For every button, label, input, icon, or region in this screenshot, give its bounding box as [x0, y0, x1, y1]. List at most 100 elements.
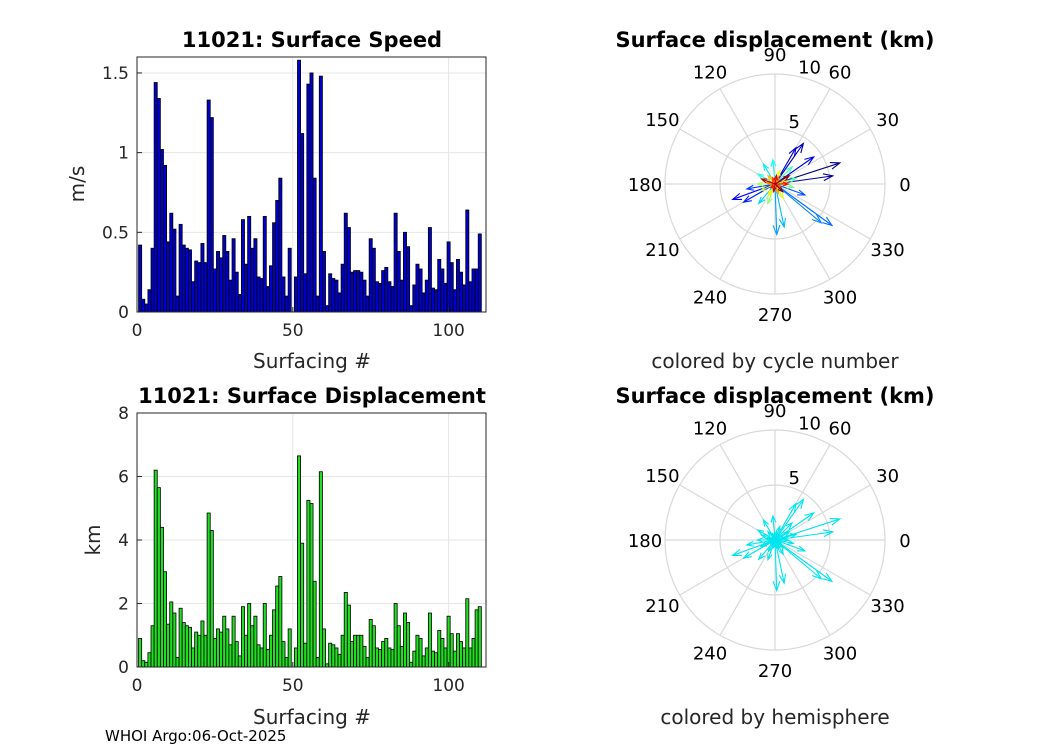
- bar: [449, 262, 454, 313]
- bar: [346, 227, 351, 313]
- bar: [322, 251, 326, 313]
- displacement-vector: [774, 511, 816, 541]
- displacement-vector: [767, 539, 776, 562]
- bar: [318, 471, 323, 668]
- bar: [362, 279, 367, 313]
- bar: [353, 270, 358, 313]
- bar: [340, 263, 345, 313]
- displacement-chart-title: 11021: Surface Displacement: [138, 384, 486, 408]
- bar: [440, 638, 445, 668]
- polar-radius-label: 10: [798, 58, 821, 79]
- bar: [240, 606, 245, 668]
- bar: [455, 633, 460, 668]
- bar: [434, 652, 439, 668]
- polar-angle-label: 120: [693, 418, 727, 439]
- vector-shaft: [761, 178, 776, 185]
- bar: [462, 647, 467, 668]
- bar: [337, 292, 342, 313]
- displacement-vector: [774, 155, 816, 185]
- bar: [166, 241, 171, 313]
- displacement-vector: [774, 183, 834, 227]
- vector-head: [804, 511, 816, 522]
- bar: [287, 247, 292, 313]
- vector-shaft: [774, 183, 784, 193]
- polar-radius-label: 5: [789, 468, 800, 489]
- bar: [309, 72, 314, 313]
- displacement-vector: [774, 539, 834, 583]
- bar: [459, 271, 464, 313]
- bar: [265, 286, 270, 313]
- vector-head: [767, 545, 774, 553]
- bar: [240, 219, 245, 313]
- bar: [287, 628, 292, 668]
- displacement-vector: [731, 183, 776, 200]
- bar: [250, 247, 255, 313]
- polar-radius-label: 10: [798, 414, 821, 435]
- bar: [150, 247, 155, 313]
- bar: [303, 273, 308, 313]
- bar: [340, 634, 345, 668]
- vector-shaft: [767, 175, 776, 185]
- vector-head: [822, 216, 834, 227]
- bar: [281, 276, 286, 313]
- bar: [244, 634, 249, 668]
- bar: [262, 603, 267, 668]
- polar-angle-label: 240: [693, 644, 727, 665]
- vector-shaft: [774, 512, 815, 541]
- speed-chart-title: 11021: Surface Speed: [182, 28, 442, 52]
- compass-cycle-panel: Surface displacement (km) colored by cyc…: [615, 28, 934, 373]
- bar: [455, 259, 460, 313]
- vector-head: [757, 196, 766, 205]
- vector-head: [782, 181, 790, 187]
- bar: [374, 647, 379, 668]
- x-tick-label: 0: [132, 321, 143, 341]
- bar: [356, 270, 361, 313]
- displacement-vector: [731, 539, 776, 556]
- bar: [256, 644, 261, 668]
- bar: [381, 270, 386, 313]
- bar: [403, 612, 407, 668]
- bar: [281, 641, 286, 668]
- bar: [468, 281, 473, 313]
- bar: [387, 281, 392, 313]
- vector-head: [797, 189, 807, 196]
- displacement-vector: [767, 183, 776, 206]
- polar-angle-label: 60: [829, 62, 852, 83]
- vector-head: [772, 176, 777, 183]
- bar: [265, 649, 270, 668]
- displacement-vector: [774, 539, 784, 549]
- vector-head: [756, 173, 765, 180]
- polar-angle-label: 300: [823, 288, 857, 309]
- bar: [452, 650, 457, 668]
- bar: [427, 227, 432, 313]
- x-tick-label: 50: [282, 321, 304, 341]
- bar: [234, 271, 239, 313]
- vector-shaft: [732, 539, 776, 556]
- bar: [150, 625, 155, 668]
- bar: [459, 641, 464, 668]
- vector-head: [772, 224, 781, 237]
- compass-hemisphere-title: Surface displacement (km): [615, 384, 934, 408]
- bar: [477, 233, 482, 313]
- y-tick-label: 2: [118, 595, 129, 615]
- y-tick-label: 8: [118, 404, 129, 424]
- bar: [244, 263, 249, 313]
- bar: [197, 634, 202, 668]
- bar: [465, 209, 470, 313]
- y-tick-label: 1: [118, 144, 129, 164]
- bar: [443, 282, 448, 313]
- displacement-vector: [772, 539, 781, 593]
- bar: [191, 647, 196, 668]
- vector-head: [773, 529, 778, 537]
- bar: [216, 251, 220, 313]
- bar: [306, 83, 311, 313]
- y-tick-label: 4: [118, 531, 129, 551]
- bar: [247, 603, 252, 668]
- bar: [474, 268, 479, 313]
- displacement-vector: [774, 498, 805, 541]
- bar: [362, 645, 367, 668]
- bar: [431, 287, 435, 313]
- x-tick-label: 0: [132, 676, 143, 696]
- bar: [315, 295, 320, 313]
- bar: [297, 455, 301, 668]
